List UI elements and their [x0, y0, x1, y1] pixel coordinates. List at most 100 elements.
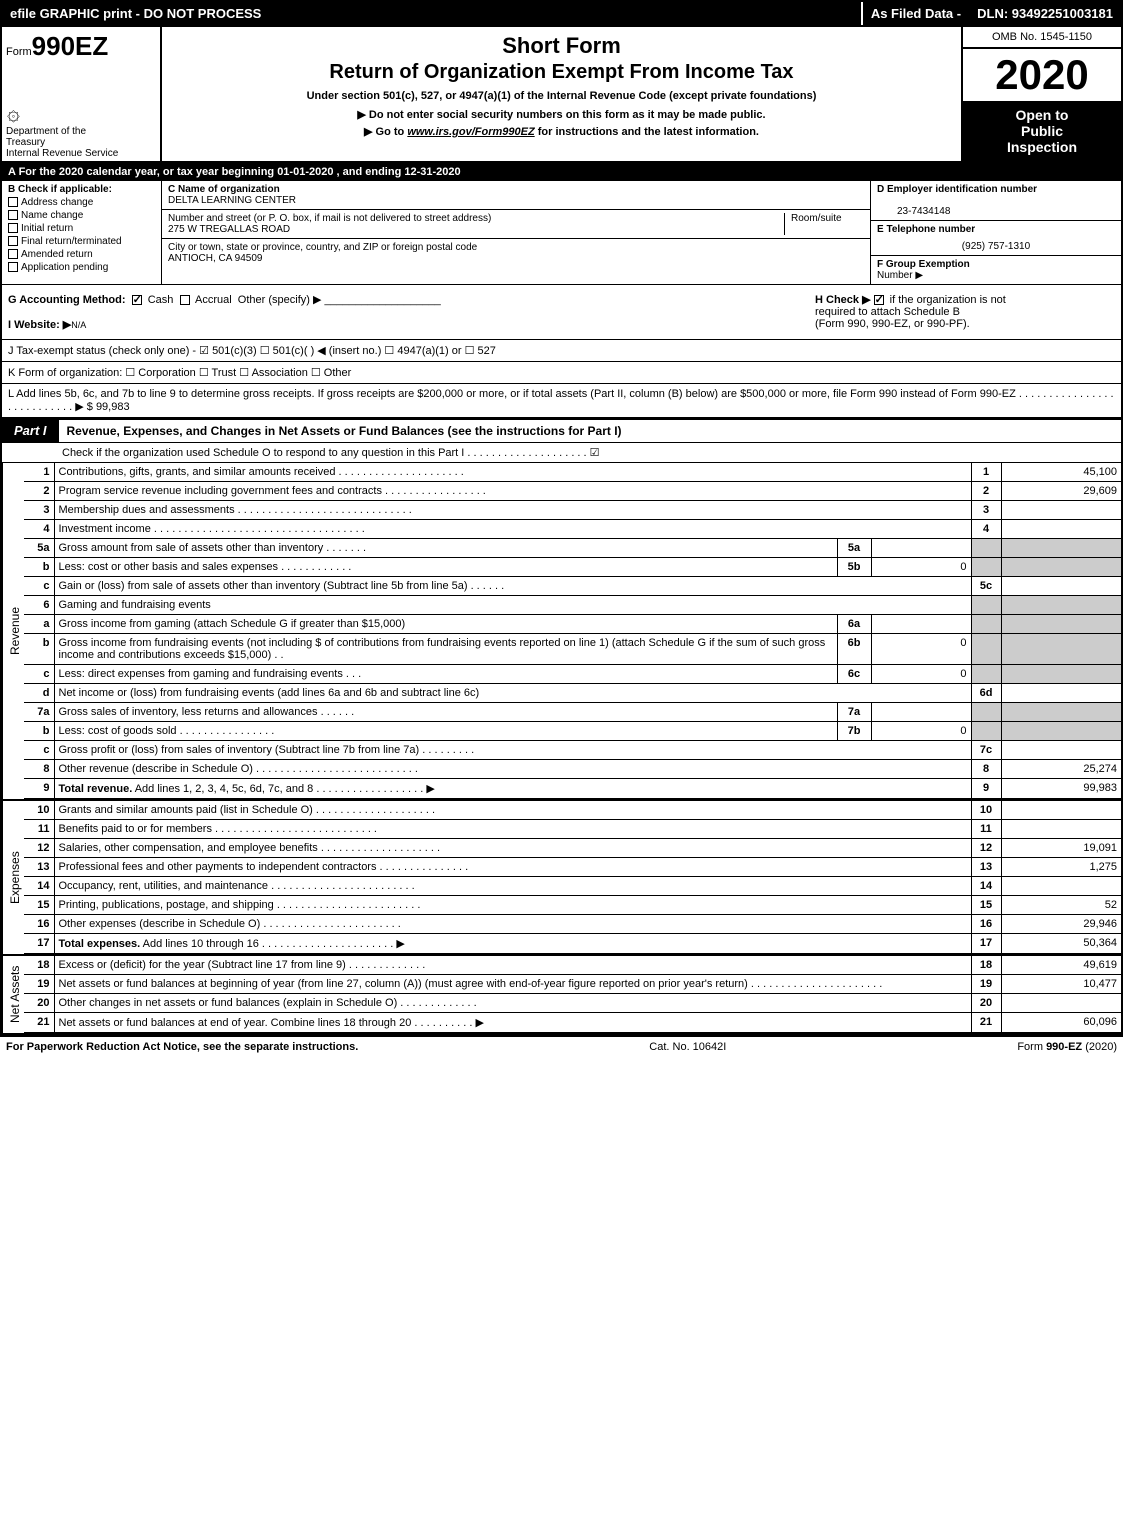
line-6-shaded-val [1001, 596, 1121, 615]
label-cash: Cash [148, 294, 174, 306]
line-1-rnum: 1 [971, 463, 1001, 482]
line-6d-rval [1001, 684, 1121, 703]
line-20-desc: Other changes in net assets or fund bala… [54, 994, 971, 1013]
line-10-desc: Grants and similar amounts paid (list in… [54, 801, 971, 820]
line-3-num: 3 [24, 501, 54, 520]
cb-application-pending[interactable] [8, 262, 18, 272]
line-18-rnum: 18 [971, 956, 1001, 975]
address-value: 275 W TREGALLAS ROAD [168, 224, 290, 235]
line-7b-num: b [24, 722, 54, 741]
line-10-num: 10 [24, 801, 54, 820]
cb-final-return[interactable] [8, 236, 18, 246]
line-3-desc: Membership dues and assessments . . . . … [54, 501, 971, 520]
line-1-num: 1 [24, 463, 54, 482]
room-suite-label: Room/suite [784, 213, 864, 235]
section-b-to-f: B Check if applicable: Address change Na… [2, 181, 1121, 285]
line-7c-desc: Gross profit or (loss) from sales of inv… [54, 741, 971, 760]
cb-amended-return[interactable] [8, 249, 18, 259]
form-left-block: Form990EZ ۞ Department of the Treasury I… [2, 27, 162, 161]
row-l-gross-receipts: L Add lines 5b, 6c, and 7b to line 9 to … [2, 384, 1121, 419]
line-16-num: 16 [24, 915, 54, 934]
line-12-desc: Salaries, other compensation, and employ… [54, 839, 971, 858]
line-14-rval [1001, 877, 1121, 896]
column-d-e-f: D Employer identification number 23-7434… [871, 181, 1121, 284]
line-5a-mval [871, 539, 971, 558]
form-prefix: Form [6, 46, 32, 58]
open-line3: Inspection [1007, 139, 1077, 155]
form-number: Form990EZ [6, 31, 156, 62]
label-g: G Accounting Method: [8, 294, 126, 306]
line-13-num: 13 [24, 858, 54, 877]
line-13-rnum: 13 [971, 858, 1001, 877]
line-6a-mnum: 6a [837, 615, 871, 634]
line-7a-shaded-val [1001, 703, 1121, 722]
line-7a-mnum: 7a [837, 703, 871, 722]
cb-address-change[interactable] [8, 197, 18, 207]
line-15-desc: Printing, publications, postage, and shi… [54, 896, 971, 915]
cb-name-change[interactable] [8, 210, 18, 220]
line-17-rval: 50,364 [1001, 934, 1121, 954]
footer-mid: Cat. No. 10642I [649, 1041, 726, 1053]
column-b-checkboxes: B Check if applicable: Address change Na… [2, 181, 162, 284]
cb-label-final: Final return/terminated [21, 236, 122, 247]
line-21-rval: 60,096 [1001, 1013, 1121, 1033]
revenue-table: 1Contributions, gifts, grants, and simil… [24, 463, 1121, 799]
form-center-block: Short Form Return of Organization Exempt… [162, 27, 961, 161]
line-7c-rnum: 7c [971, 741, 1001, 760]
line-3-rnum: 3 [971, 501, 1001, 520]
line-5a-shaded [971, 539, 1001, 558]
line-6a-desc: Gross income from gaming (attach Schedul… [54, 615, 837, 634]
open-line1: Open to [1016, 107, 1069, 123]
cb-no-schedule-b[interactable] [874, 295, 884, 305]
form-header: Form990EZ ۞ Department of the Treasury I… [2, 27, 1121, 163]
part-i-title: Revenue, Expenses, and Changes in Net As… [59, 419, 1121, 442]
line-2-rnum: 2 [971, 482, 1001, 501]
label-d: D Employer identification number [877, 184, 1037, 195]
row-a-calendar-year: A For the 2020 calendar year, or tax yea… [2, 163, 1121, 181]
page-footer: For Paperwork Reduction Act Notice, see … [0, 1037, 1123, 1057]
line-11-desc: Benefits paid to or for members . . . . … [54, 820, 971, 839]
line-12-num: 12 [24, 839, 54, 858]
line-17-num: 17 [24, 934, 54, 954]
instruction-1: ▶ Do not enter social security numbers o… [172, 108, 951, 121]
cb-label-pending: Application pending [21, 262, 108, 273]
row-g-h: G Accounting Method: Cash Accrual Other … [2, 285, 1121, 340]
line-6b-mval: 0 [871, 634, 971, 665]
line-5b-shaded-val [1001, 558, 1121, 577]
line-7a-mval [871, 703, 971, 722]
cb-cash[interactable] [132, 295, 142, 305]
line-12-rnum: 12 [971, 839, 1001, 858]
expenses-side-label: Expenses [2, 801, 24, 954]
line-6d-num: d [24, 684, 54, 703]
cb-initial-return[interactable] [8, 223, 18, 233]
line-11-num: 11 [24, 820, 54, 839]
line-13-desc: Professional fees and other payments to … [54, 858, 971, 877]
line-1-rval: 45,100 [1001, 463, 1121, 482]
line-6b-shaded [971, 634, 1001, 665]
line-18-rval: 49,619 [1001, 956, 1121, 975]
line-15-num: 15 [24, 896, 54, 915]
line-6a-mval [871, 615, 971, 634]
line-16-rval: 29,946 [1001, 915, 1121, 934]
line-5a-num: 5a [24, 539, 54, 558]
dept-line1: Department of the [6, 126, 86, 137]
line-7a-desc: Gross sales of inventory, less returns a… [54, 703, 837, 722]
org-name-cell: C Name of organization DELTA LEARNING CE… [162, 181, 870, 210]
label-f: F Group Exemption [877, 259, 970, 270]
line-8-rval: 25,274 [1001, 760, 1121, 779]
line-5a-shaded-val [1001, 539, 1121, 558]
cb-accrual[interactable] [180, 295, 190, 305]
phone-value: (925) 757-1310 [877, 235, 1115, 252]
line-5a-mnum: 5a [837, 539, 871, 558]
ein-cell: D Employer identification number 23-7434… [871, 181, 1121, 221]
line-6b-desc: Gross income from fundraising events (no… [54, 634, 837, 665]
irs-seal-icon: ۞ [7, 100, 20, 126]
open-line2: Public [1021, 123, 1063, 139]
line-18-desc: Excess or (deficit) for the year (Subtra… [54, 956, 971, 975]
line-3-rval [1001, 501, 1121, 520]
line-14-num: 14 [24, 877, 54, 896]
section-b-label: B Check if applicable: [8, 184, 112, 195]
line-12-rval: 19,091 [1001, 839, 1121, 858]
expenses-table: 10Grants and similar amounts paid (list … [24, 801, 1121, 954]
efile-banner: efile GRAPHIC print - DO NOT PROCESS As … [2, 2, 1121, 27]
